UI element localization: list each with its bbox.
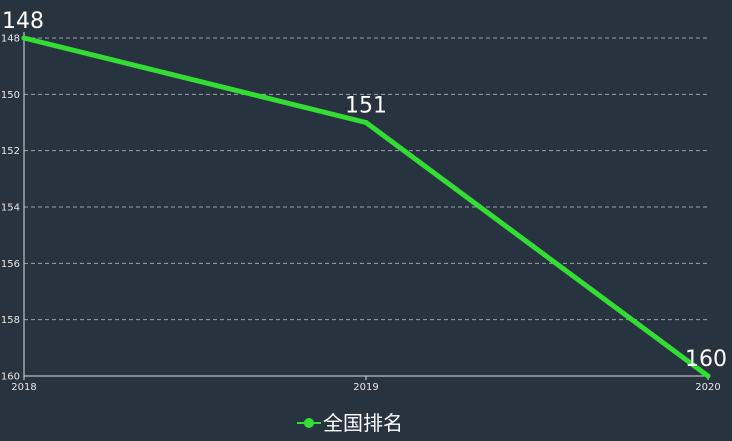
data-label-layer: 148 151 160 bbox=[2, 9, 727, 372]
data-point[interactable] bbox=[363, 120, 369, 125]
x-tick-label: 2018 bbox=[11, 382, 36, 393]
grid-layer bbox=[24, 37, 708, 321]
series-layer bbox=[21, 35, 711, 379]
y-tick-label: 158 bbox=[1, 315, 20, 326]
legend-label: 全国排名 bbox=[323, 411, 403, 435]
y-tick-label: 156 bbox=[1, 259, 20, 270]
y-tick-label: 154 bbox=[1, 203, 20, 214]
x-tick-label: 2020 bbox=[695, 382, 720, 393]
legend[interactable]: 全国排名 bbox=[297, 411, 403, 435]
data-label: 151 bbox=[345, 94, 387, 119]
data-point[interactable] bbox=[21, 35, 27, 41]
data-label: 160 bbox=[685, 347, 727, 372]
y-tick-label: 160 bbox=[1, 372, 20, 383]
data-label: 148 bbox=[2, 9, 44, 34]
legend-dot-icon bbox=[304, 418, 314, 428]
x-tick-label: 2019 bbox=[353, 382, 378, 393]
data-point[interactable] bbox=[705, 373, 711, 379]
y-tick-label: 150 bbox=[1, 90, 20, 101]
y-tick-label: 152 bbox=[1, 146, 20, 157]
y-tick-label: 148 bbox=[1, 34, 20, 45]
